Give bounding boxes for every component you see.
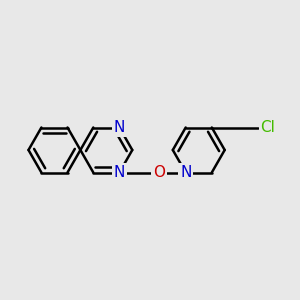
Text: N: N xyxy=(114,120,125,135)
Text: N: N xyxy=(114,165,125,180)
Text: Cl: Cl xyxy=(260,120,275,135)
Text: O: O xyxy=(153,165,165,180)
Text: N: N xyxy=(180,165,191,180)
